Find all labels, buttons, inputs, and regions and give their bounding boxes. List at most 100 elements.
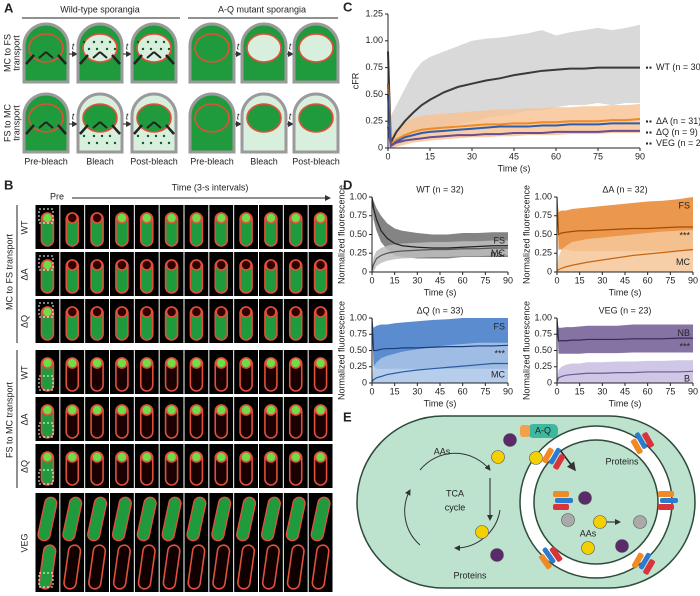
y-tick-label: 0.75 [365,62,383,72]
channel [165,54,175,65]
forespore [140,357,153,369]
y-tick-label: 0.25 [349,361,367,371]
dot [82,40,86,44]
row-label: FS to MC [2,104,12,143]
forespore [215,404,228,416]
forespore [240,306,252,318]
transporter-part [658,504,674,510]
line [387,51,640,147]
forespore [165,357,178,369]
series-label: MC [491,370,505,380]
forespore [194,103,230,133]
channel [165,124,175,135]
x-tick-label: 45 [509,151,519,161]
dot [113,47,117,51]
dot [146,40,150,44]
bleach-box [38,302,54,318]
forespore [215,259,228,271]
forespore [314,212,327,224]
channel [45,121,54,129]
row-label: MC to FS [2,34,12,72]
dot [149,141,153,145]
forespore [66,212,79,224]
panel-label: B [4,177,13,192]
y-tick-label: 0.50 [534,229,552,239]
proteins-label: Proteins [605,456,639,466]
series-label: MC [491,248,505,258]
y-tick-label: 0.25 [365,116,383,126]
forespore [28,33,64,63]
forespore [190,306,203,318]
dot [136,134,140,138]
forespore [91,451,103,463]
line [371,317,509,352]
forespore [116,451,128,463]
forespore [190,212,203,224]
forespore [240,451,252,463]
x-tick-label: 30 [467,151,477,161]
group-title: Wild-type sporangia [60,4,140,14]
y-tick-label: 0.50 [534,345,552,355]
x-tick-label: 15 [390,275,400,285]
x-tick-label: 75 [665,386,675,396]
series-label: B [684,374,690,384]
cell [161,496,182,542]
y-tick-label: 1.00 [534,191,552,201]
forespore [298,33,334,63]
y-axis-label: Normalized fluorescence [521,301,531,400]
y-tick-label: 1.00 [365,35,383,45]
forespore [240,259,252,271]
y-tick-label: 0.50 [349,229,367,239]
y-tick-label: 0 [362,377,367,387]
y-tick-label: 0.25 [534,361,552,371]
forespore [165,259,178,271]
forespore [240,357,252,369]
series-label: FS [678,200,690,210]
tca-label: TCA [446,488,464,498]
forespore [215,357,228,369]
time-label: t [126,111,129,121]
x-tick-label: 15 [390,386,400,396]
forespore [116,306,128,318]
line [556,370,694,382]
channel [111,124,121,135]
bleach-box [38,375,54,391]
x-tick-label: 0 [369,275,374,285]
forespore [240,404,252,416]
group-label: FS to MC transport [4,381,14,458]
legend-label: VEG (n = 23) [656,138,700,148]
transporter-part [553,504,569,510]
dot [113,141,117,145]
transporter-part [639,552,651,570]
cell [112,544,131,590]
x-axis-label: Time (s) [609,398,642,408]
channel [99,121,108,129]
transporter-part [553,491,569,497]
y-tick-label: 1.00 [349,191,367,201]
transporter-part [555,498,573,503]
forespore [298,103,334,133]
aq-badge-tab [520,425,530,437]
channel [57,54,67,65]
channel [111,54,121,65]
x-tick-label: 75 [480,275,490,285]
molecule [593,515,607,529]
forespore [265,212,277,224]
forespore [116,404,128,416]
channel [146,121,155,129]
panel-label: D [343,177,352,192]
forespore [246,103,282,133]
forespore [116,357,128,369]
forespore [66,404,79,416]
x-tick-label: 90 [503,275,513,285]
stage-label: Post-bleach [292,156,340,166]
cell [186,496,207,542]
dot [92,134,96,138]
strain-label: WT [19,220,29,234]
channel [133,54,143,65]
cell [88,544,107,590]
bleach-box [38,255,54,271]
strain-label: WT [19,365,29,379]
stage-label: Post-bleach [130,156,178,166]
dot [105,141,109,145]
